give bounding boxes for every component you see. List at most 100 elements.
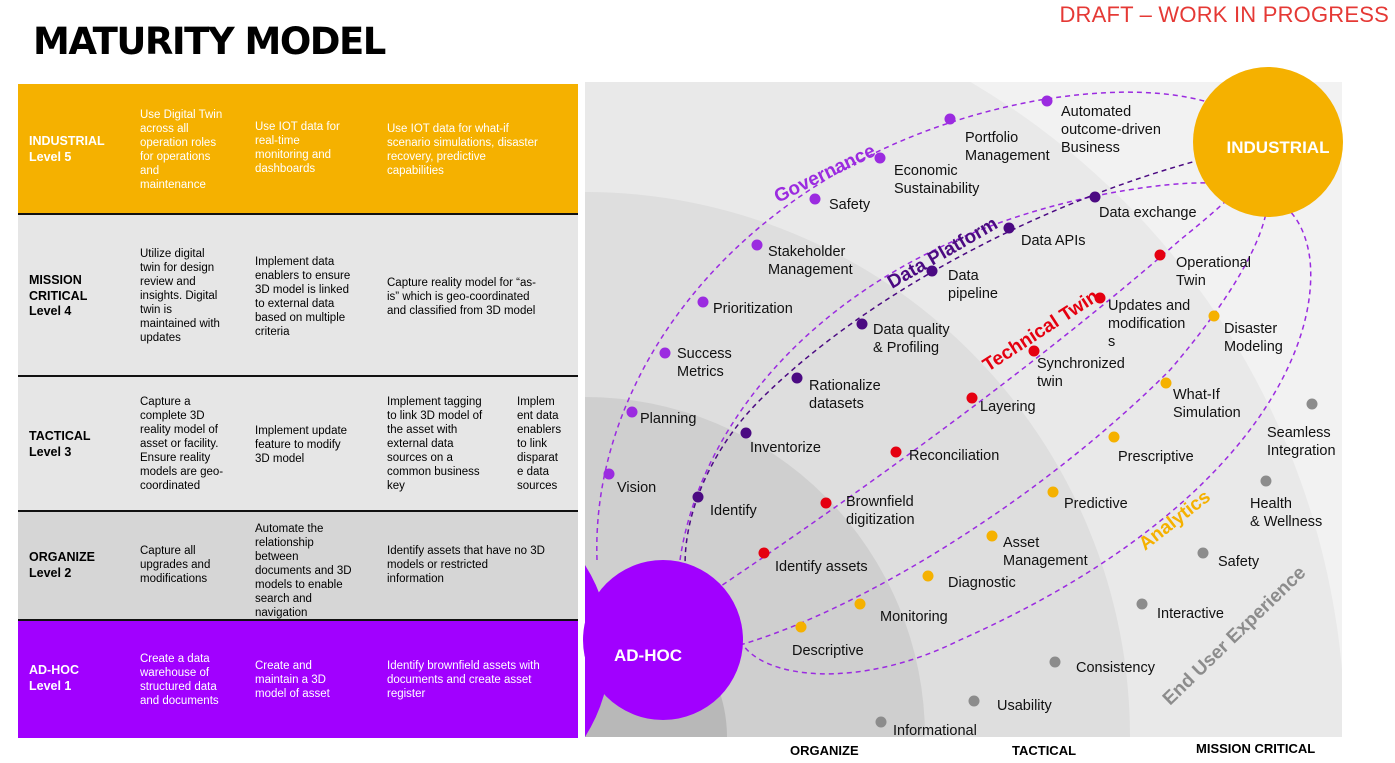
capability-cell: Automate the relationship between documents… (255, 523, 352, 619)
data-platform-node: Data pipeline (926, 265, 998, 302)
node-label: Portfolio Management (965, 130, 1050, 164)
node-label: Disaster Modeling (1224, 321, 1283, 355)
page-title: MATURITY MODEL (33, 20, 386, 63)
analytics-node: Descriptive (792, 621, 864, 659)
outer-ellipse-arc (679, 182, 1312, 675)
node-label: Usability (997, 698, 1053, 714)
analytics-node: Disaster Modeling (1208, 310, 1283, 355)
node-label: Planning (640, 411, 696, 427)
end-user-node: Usability (968, 695, 1053, 714)
table-row-mission-critical: MISSION CRITICAL Level 4 Utilize digital twi… (18, 215, 578, 375)
node-dot (1306, 398, 1318, 410)
node-dot (603, 468, 615, 480)
industrial-circle (1193, 67, 1343, 217)
node-dot (1094, 292, 1106, 304)
node-label: Data APIs (1021, 233, 1085, 249)
table-row-organize: ORGANIZE Level 2 Capture all upgrades and mo… (18, 512, 578, 619)
node-dot (791, 372, 803, 384)
governance-node: Stakeholder Management (751, 239, 853, 278)
row-divider (18, 213, 578, 215)
node-dot (1154, 249, 1166, 261)
row-divider (18, 619, 578, 621)
node-label: Reconciliation (909, 448, 999, 464)
node-label: Rationalize datasets (809, 378, 881, 412)
end-user-node: Interactive (1136, 598, 1224, 622)
capability-cell: Implement update feature to modify 3D mode… (255, 425, 348, 465)
draft-banner: DRAFT – WORK IN PROGRESS (1059, 2, 1389, 27)
capability-cell: Identify brownfield assets with documents… (387, 660, 540, 700)
capability-cell: Capture reality model for “as-is” which … (387, 277, 536, 317)
node-label: Asset Management (1003, 535, 1088, 569)
data-platform-node: Data APIs (1003, 222, 1085, 249)
technical-twin-node: Layering (966, 392, 1036, 415)
capability-cell: Utilize digital twin for design review and… (140, 248, 220, 344)
analytics-node: What-If Simulation (1160, 377, 1241, 421)
node-label: Data exchange (1099, 205, 1197, 221)
node-label: Safety (829, 197, 871, 213)
node-dot (697, 296, 709, 308)
node-label: Interactive (1157, 606, 1224, 622)
node-dot (1047, 486, 1059, 498)
node-dot (751, 239, 763, 251)
node-label: Inventorize (750, 440, 821, 456)
node-label: Seamless Integration (1267, 425, 1336, 459)
node-label: Identify (710, 503, 757, 519)
governance-node: Automated outcome-driven Business (1041, 95, 1161, 156)
node-dot (692, 491, 704, 503)
node-label: Monitoring (880, 609, 948, 625)
capability-cell: Use IOT data for what-if scenario simulat… (387, 123, 538, 177)
node-dot (1136, 598, 1148, 610)
technical-twin-node: Operational Twin (1154, 249, 1251, 289)
end-user-node: Consistency (1049, 656, 1156, 676)
node-dot (922, 570, 934, 582)
adhoc-circle (583, 560, 743, 720)
capability-cell: Capture a complete 3D reality model of asse… (140, 396, 224, 492)
node-label: What-If Simulation (1173, 387, 1241, 421)
node-dot (809, 193, 821, 205)
analytics-node: Predictive (1047, 486, 1128, 512)
node-label: Updates and modification s (1108, 298, 1190, 350)
node-dot (986, 530, 998, 542)
node-label: Informational (893, 723, 977, 739)
bottom-label-organize: ORGANIZE (790, 743, 859, 758)
node-dot (1197, 547, 1209, 559)
governance-node: Vision (603, 468, 656, 496)
capability-cell: Implem ent data enablers to link disparat e d… (517, 396, 562, 492)
node-label: Layering (980, 399, 1036, 415)
node-dot (740, 427, 752, 439)
data-platform-node: Data exchange (1089, 191, 1197, 221)
node-label: Success Metrics (677, 346, 732, 380)
capability-cell: Identify assets that have no 3D models or… (387, 545, 545, 585)
level-label: ORGANIZE Level 2 (29, 550, 95, 580)
analytics-node: Diagnostic (922, 570, 1016, 591)
technical-twin-node: Brownfield digitization (820, 494, 915, 528)
node-dot (820, 497, 832, 509)
node-dot (966, 392, 978, 404)
capability-cell: Implement data enablers to ensure 3D model… (255, 256, 351, 338)
governance-arc (596, 91, 1271, 561)
node-label: Operational Twin (1176, 255, 1251, 289)
capability-cell: Implement tagging to link 3D model of the … (387, 396, 483, 492)
capability-cell: Use Digital Twin across all operation role… (140, 109, 223, 191)
node-dot (854, 598, 866, 610)
adhoc-label: AD-HOC (614, 646, 682, 665)
node-dot (968, 695, 980, 707)
governance-node: Safety (809, 193, 871, 213)
node-dot (1049, 656, 1061, 668)
governance-node: Portfolio Management (944, 113, 1050, 164)
node-label: Descriptive (792, 643, 864, 659)
capability-cell: Use IOT data for real-time monitoring and d… (255, 121, 340, 175)
capability-cell: Create a data warehouse of structured data… (140, 653, 219, 707)
row-divider (18, 375, 578, 377)
industrial-label: INDUSTRIAL (1227, 138, 1330, 157)
capability-cell: Capture all upgrades and modifications (140, 545, 211, 585)
node-label: Identify assets (775, 559, 868, 575)
node-label: Diagnostic (948, 575, 1016, 591)
node-dot (1108, 431, 1120, 443)
node-dot (856, 318, 868, 330)
data-platform-node: Identify (692, 491, 757, 519)
node-label: Synchronized twin (1037, 356, 1125, 390)
table-row-industrial: INDUSTRIAL Level 5 Use Digital Twin across … (18, 84, 578, 213)
node-label: Safety (1218, 554, 1260, 570)
